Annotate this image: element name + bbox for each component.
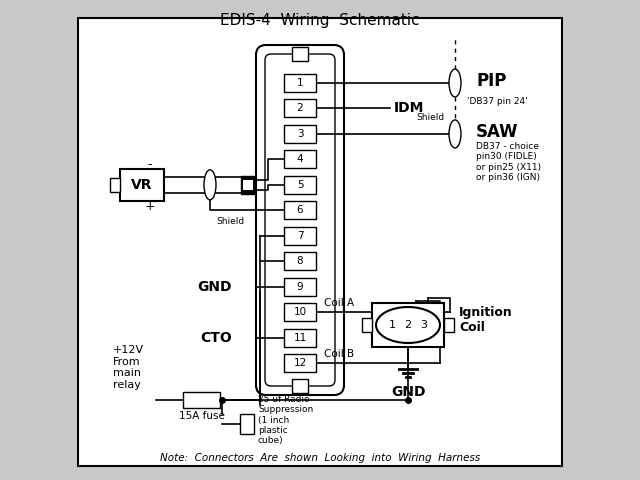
Text: IDM: IDM — [394, 101, 424, 116]
Bar — [284, 150, 316, 168]
FancyBboxPatch shape — [256, 45, 344, 395]
Bar — [240, 414, 254, 434]
Bar — [362, 318, 372, 332]
Text: 2: 2 — [297, 104, 303, 113]
Ellipse shape — [449, 69, 461, 97]
Text: 8: 8 — [297, 256, 303, 266]
Text: Note:  Connectors  Are  shown  Looking  into  Wiring  Harness: Note: Connectors Are shown Looking into … — [160, 453, 480, 463]
Text: Coil B: Coil B — [324, 349, 354, 359]
Bar — [183, 392, 220, 408]
Bar — [284, 277, 316, 296]
Bar — [284, 99, 316, 118]
Bar — [284, 303, 316, 321]
Bar — [284, 252, 316, 270]
Text: 5: 5 — [297, 180, 303, 190]
Bar — [284, 227, 316, 245]
Text: 1: 1 — [297, 78, 303, 88]
Text: GND: GND — [391, 385, 425, 399]
Text: 12: 12 — [293, 358, 307, 368]
Bar — [78, 18, 562, 466]
Text: PIP: PIP — [476, 72, 506, 90]
Text: 3: 3 — [420, 320, 428, 330]
Bar — [243, 180, 253, 190]
Text: 15A fuse: 15A fuse — [179, 411, 225, 421]
Text: 11: 11 — [293, 333, 307, 343]
Bar — [110, 178, 120, 192]
Text: Coil A: Coil A — [324, 298, 354, 308]
Text: 'DB37 pin 24': 'DB37 pin 24' — [467, 97, 527, 106]
Text: SAW: SAW — [476, 123, 518, 141]
Bar — [284, 176, 316, 194]
Text: 9: 9 — [297, 282, 303, 292]
Ellipse shape — [204, 170, 216, 200]
Text: 3: 3 — [297, 129, 303, 139]
Text: 1: 1 — [388, 320, 396, 330]
Bar — [292, 379, 308, 393]
Bar — [292, 47, 308, 61]
Text: +12V
From
main
relay: +12V From main relay — [113, 345, 144, 390]
Ellipse shape — [449, 120, 461, 148]
Text: DB37 - choice
pin30 (FIDLE)
or pin25 (X11)
or pin36 (IGN): DB37 - choice pin30 (FIDLE) or pin25 (X1… — [476, 142, 541, 182]
Text: 25 uf Radio
Suppression
(1 inch
plastic
cube): 25 uf Radio Suppression (1 inch plastic … — [258, 395, 313, 445]
Text: VR: VR — [131, 178, 153, 192]
Bar — [284, 328, 316, 347]
Text: 4: 4 — [297, 155, 303, 164]
Text: 2: 2 — [404, 320, 412, 330]
Text: Ignition
Coil: Ignition Coil — [459, 306, 513, 334]
FancyBboxPatch shape — [265, 54, 335, 386]
Text: +: + — [145, 200, 156, 213]
Text: Shield: Shield — [216, 217, 244, 226]
Bar — [284, 354, 316, 372]
Bar — [241, 176, 255, 194]
Bar — [372, 303, 444, 347]
Bar — [284, 74, 316, 92]
Text: 10: 10 — [293, 307, 307, 317]
Ellipse shape — [376, 307, 440, 343]
Bar — [120, 169, 164, 201]
Text: -: - — [148, 158, 152, 171]
Text: Shield: Shield — [416, 113, 444, 122]
Text: 7: 7 — [297, 231, 303, 241]
Bar — [444, 318, 454, 332]
Bar — [284, 125, 316, 143]
Text: EDIS-4  Wiring  Schematic: EDIS-4 Wiring Schematic — [220, 12, 420, 27]
Text: GND: GND — [198, 280, 232, 294]
Bar — [284, 201, 316, 219]
Text: CTO: CTO — [200, 331, 232, 345]
Text: 6: 6 — [297, 205, 303, 215]
